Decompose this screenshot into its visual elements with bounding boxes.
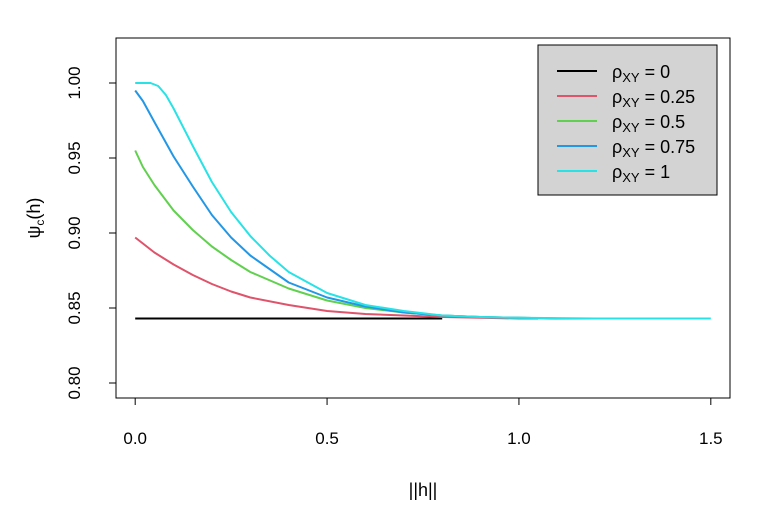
x-axis-title: ||h|| — [409, 480, 438, 500]
y-axis-title-psi: ψ — [24, 226, 44, 239]
y-axis-title-sub: c — [33, 220, 47, 226]
series-line-2 — [134, 150, 558, 320]
legend-label-4: ρXY = 1 — [612, 162, 670, 185]
y-axis-title-arg: (h) — [24, 198, 44, 220]
x-tick-label: 0.5 — [315, 429, 339, 448]
y-tick-label: 1.00 — [65, 66, 84, 99]
y-tick-label: 0.85 — [65, 291, 84, 324]
x-axis: 0.0 0.5 1.0 1.5 — [123, 397, 723, 448]
legend-label-1: ρXY = 0.25 — [612, 87, 695, 110]
legend-label-2: ρXY = 0.5 — [612, 112, 685, 135]
y-tick-label: 0.80 — [65, 366, 84, 399]
legend-label-3: ρXY = 0.75 — [612, 137, 695, 160]
x-tick-label: 1.5 — [699, 429, 723, 448]
series-line-4 — [135, 82, 711, 320]
y-tick-label: 0.90 — [65, 216, 84, 249]
legend-label-0: ρXY = 0 — [612, 62, 670, 85]
series-line-1 — [134, 236, 539, 320]
y-axis-title: ψc(h) — [24, 198, 47, 239]
y-tick-label: 0.95 — [65, 141, 84, 174]
y-axis: 0.80 0.85 0.90 0.95 1.00 — [65, 66, 117, 400]
x-tick-label: 0.0 — [123, 429, 147, 448]
x-tick-label: 1.0 — [507, 429, 531, 448]
series-layer — [134, 82, 711, 320]
